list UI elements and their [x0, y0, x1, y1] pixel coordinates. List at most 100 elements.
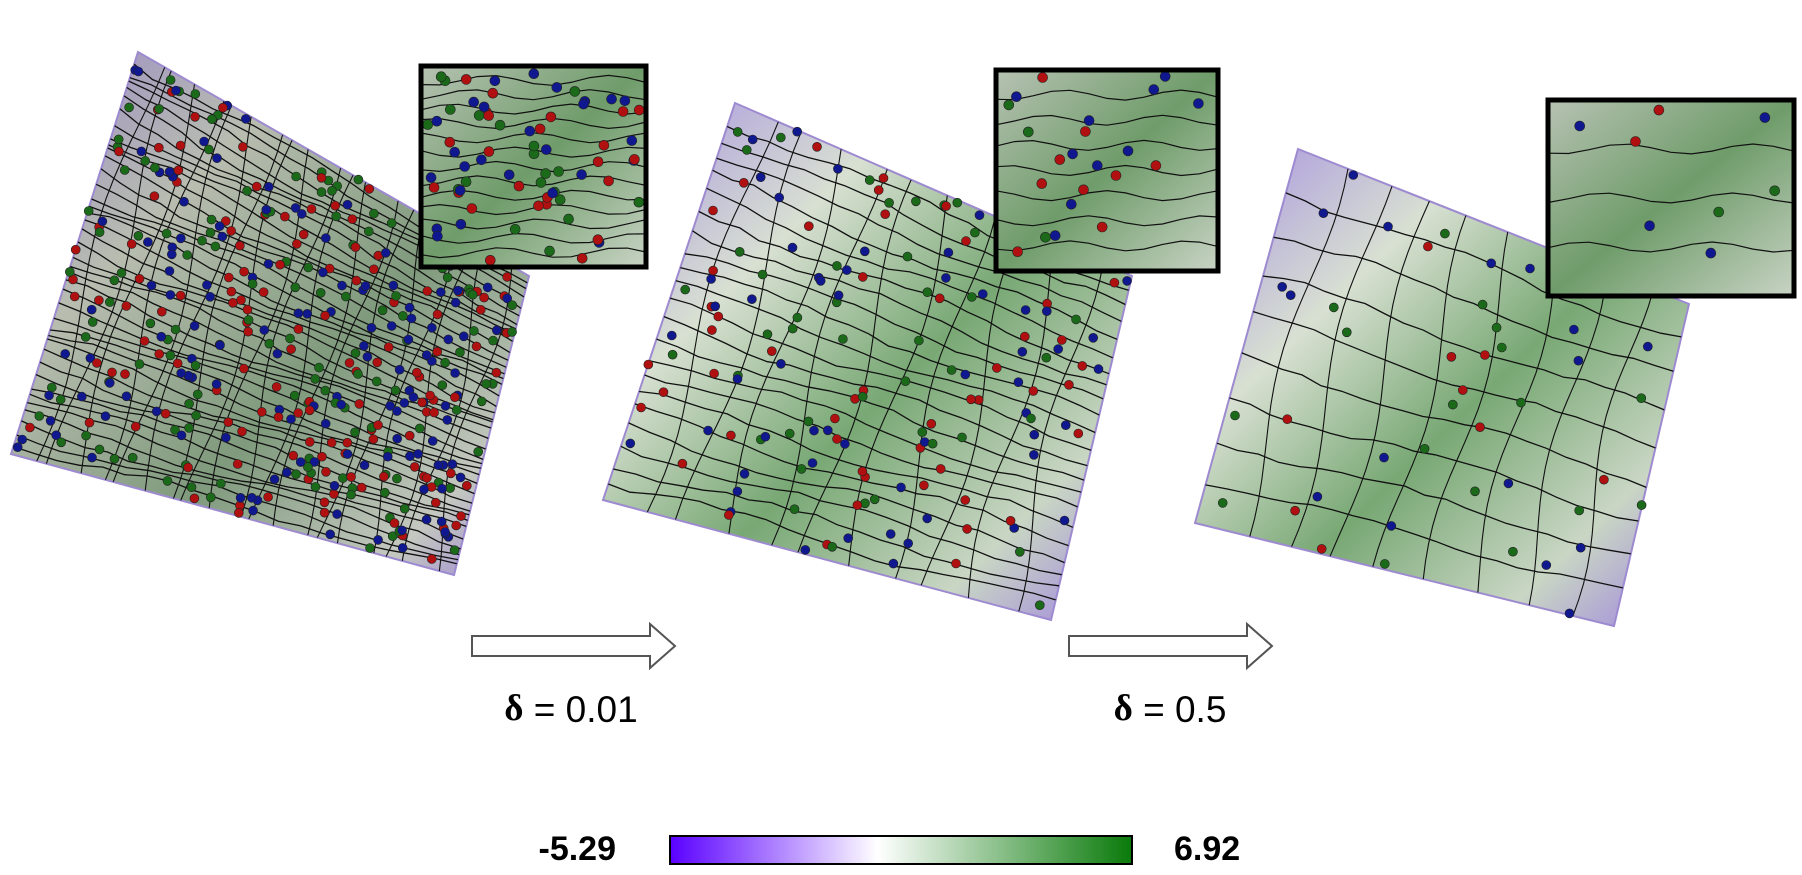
critical-point [922, 287, 933, 298]
critical-point [941, 273, 951, 283]
critical-point [170, 425, 180, 435]
ridge-line [47, 338, 475, 495]
critical-point [320, 418, 331, 429]
critical-point [140, 156, 150, 166]
ridge-line [1205, 484, 1624, 589]
critical-point [356, 482, 367, 493]
ridge-line [114, 125, 517, 330]
critical-point [487, 87, 499, 99]
critical-point [1516, 397, 1526, 408]
critical-point [320, 310, 330, 321]
critical-point [1078, 184, 1089, 196]
critical-point [776, 358, 786, 369]
critical-point [327, 186, 337, 196]
critical-point [202, 280, 212, 290]
critical-point [1042, 306, 1052, 317]
critical-point [183, 462, 193, 473]
ridge-line [1285, 192, 1682, 338]
critical-point [17, 434, 28, 445]
critical-point [1636, 393, 1647, 404]
critical-point [747, 294, 757, 305]
critical-point [1312, 491, 1323, 502]
critical-point [903, 538, 914, 549]
critical-point [832, 261, 842, 271]
critical-point [840, 439, 850, 449]
ridge-line [728, 149, 842, 534]
critical-point [787, 242, 798, 253]
critical-point [304, 437, 315, 447]
critical-point [331, 211, 342, 222]
critical-point [1230, 410, 1240, 421]
critical-point [666, 330, 677, 341]
critical-point [105, 297, 115, 307]
critical-point [426, 554, 437, 564]
critical-point [386, 321, 397, 331]
critical-point [864, 175, 875, 185]
critical-point [896, 482, 906, 493]
critical-point [444, 104, 456, 115]
critical-point [436, 516, 447, 527]
critical-point [295, 457, 306, 467]
critical-point [293, 408, 304, 418]
critical-point [857, 466, 868, 477]
critical-point [507, 300, 518, 311]
critical-point [1093, 364, 1104, 374]
critical-point [121, 301, 132, 311]
critical-point [176, 233, 186, 244]
critical-point [258, 287, 269, 298]
ridge-line [620, 445, 1062, 576]
critical-point [302, 308, 313, 319]
critical-point [373, 420, 383, 430]
critical-point [762, 329, 773, 340]
critical-point [708, 265, 718, 276]
critical-point [469, 326, 479, 336]
critical-point [734, 247, 745, 257]
critical-point [291, 171, 301, 182]
critical-point [359, 460, 370, 471]
critical-point [1017, 346, 1028, 357]
critical-point [576, 169, 587, 180]
critical-point [280, 211, 290, 222]
critical-point [432, 230, 443, 242]
critical-point [1122, 276, 1132, 286]
critical-point [234, 508, 244, 518]
critical-point [189, 493, 200, 504]
critical-point [455, 347, 465, 358]
critical-point [707, 325, 717, 335]
critical-point [1440, 228, 1450, 239]
critical-point [966, 292, 977, 302]
critical-point [251, 181, 262, 192]
critical-point [167, 249, 177, 260]
ridge-line [692, 230, 1107, 386]
critical-point [397, 543, 408, 553]
critical-point [330, 200, 341, 211]
ridge-line [420, 160, 647, 173]
critical-point [150, 162, 160, 173]
ridge-line [1422, 232, 1509, 580]
inset [993, 67, 1221, 274]
critical-point [843, 533, 854, 544]
critical-point [885, 529, 896, 539]
critical-point [977, 289, 988, 299]
ridge-line [62, 288, 484, 461]
critical-point [87, 452, 97, 463]
critical-point [1386, 521, 1397, 531]
critical-point [354, 399, 365, 409]
critical-point [413, 449, 423, 459]
critical-point [1011, 91, 1022, 102]
critical-point [491, 367, 502, 378]
ridge-line [39, 361, 471, 512]
critical-point [1029, 429, 1040, 440]
critical-point [176, 368, 186, 379]
critical-point [1458, 385, 1468, 395]
critical-point [165, 350, 176, 361]
critical-point [409, 462, 420, 472]
critical-point [344, 358, 355, 368]
critical-point [127, 452, 138, 463]
critical-point [1644, 220, 1655, 232]
critical-point [379, 487, 390, 498]
critical-point [960, 369, 971, 380]
critical-point [310, 374, 321, 384]
critical-point [833, 164, 843, 174]
critical-point [478, 101, 490, 113]
